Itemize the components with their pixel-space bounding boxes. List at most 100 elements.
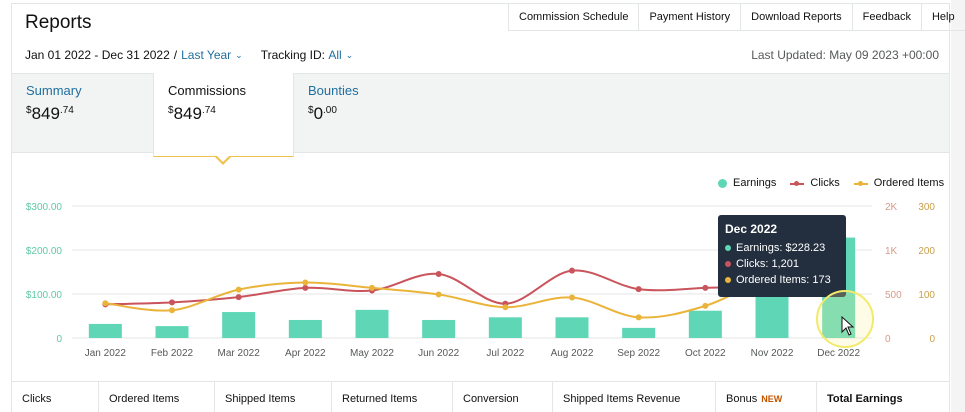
earnings-bar: [288, 319, 322, 338]
clicks-line: [105, 257, 840, 306]
right-inner-axis-tick-label: 300: [918, 202, 935, 213]
clicks-point: [169, 299, 175, 306]
scrollbar-gutter: [951, 0, 965, 412]
clicks-dot-icon: [725, 261, 731, 267]
right-inner-axis-tick-label: 100: [918, 290, 935, 301]
tooltip-title: Dec 2022: [725, 222, 778, 236]
tab-amount: $849.74: [26, 104, 74, 123]
clicks-point: [635, 286, 642, 293]
cursor-highlight: [816, 290, 874, 348]
earnings-bar: [222, 312, 256, 338]
left-axis-tick-label: $100.00: [26, 290, 63, 301]
x-axis-tick-label: Apr 2022: [285, 348, 326, 359]
download-reports-link[interactable]: Download Reports: [740, 4, 852, 31]
earnings-swatch-icon: [718, 178, 727, 188]
right-inner-axis-tick-label: 0: [929, 334, 935, 345]
tab-amount: $0.00: [308, 104, 337, 123]
earnings-dot-icon: [725, 245, 731, 251]
clicks-point: [569, 267, 575, 274]
tab-label: Summary: [26, 83, 82, 98]
chevron-down-icon[interactable]: ⌄: [345, 49, 354, 60]
new-badge: NEW: [761, 394, 783, 404]
col-ordered-items: Ordered Items: [99, 382, 215, 412]
mouse-pointer-icon: [841, 316, 855, 336]
left-axis-tick-label: $200.00: [26, 246, 63, 257]
active-tab-pointer-fill: [215, 154, 231, 162]
ordered-items-line: [105, 260, 839, 319]
x-axis-tick-label: Oct 2022: [685, 348, 726, 359]
col-returned-items: Returned Items: [332, 382, 453, 412]
tab-label: Commissions: [168, 83, 247, 98]
x-axis-tick-label: Jun 2022: [418, 348, 460, 359]
feedback-link[interactable]: Feedback: [851, 4, 921, 31]
commission-schedule-link[interactable]: Commission Schedule: [508, 4, 638, 31]
ordered-items-swatch-icon: [853, 179, 868, 188]
right-outer-axis-tick-label: 0: [885, 334, 891, 345]
ordered-items-point: [435, 291, 442, 298]
chevron-down-icon[interactable]: ⌄: [235, 49, 243, 60]
chart-tooltip: Dec 2022 Earnings: $228.23 Clicks: 1,201…: [718, 215, 846, 297]
page-title: Reports: [25, 12, 92, 33]
date-range: Jan 01 2022 - Dec 31 2022: [25, 48, 170, 62]
x-axis-tick-label: Dec 2022: [817, 348, 860, 359]
x-axis-tick-label: Nov 2022: [751, 348, 794, 359]
right-inner-axis-tick-label: 200: [918, 246, 935, 257]
help-link[interactable]: Help: [920, 4, 965, 31]
tab-label: Bounties: [308, 83, 359, 98]
col-bonus: Bonus NEW: [716, 382, 817, 412]
col-conversion: Conversion: [453, 382, 553, 412]
tooltip-row-ordered: Ordered Items: 173: [725, 274, 839, 286]
legend-earnings[interactable]: Earnings: [718, 177, 776, 189]
ordered-dot-icon: [725, 277, 731, 283]
col-shipped-revenue: Shipped Items Revenue: [553, 382, 716, 412]
earnings-bar: [555, 317, 589, 338]
left-axis-tick-label: $300.00: [26, 202, 63, 213]
date-separator: /: [173, 48, 178, 62]
x-axis-tick-label: Sep 2022: [617, 348, 660, 359]
col-shipped-items: Shipped Items: [215, 382, 332, 412]
earnings-bar: [88, 323, 122, 338]
earnings-bar: [155, 326, 189, 338]
tab-bounties[interactable]: Bounties $0.00: [294, 73, 434, 153]
x-axis-tick-label: Jan 2022: [85, 348, 127, 359]
ordered-items-point: [302, 279, 309, 286]
x-axis-tick-label: Jul 2022: [486, 348, 524, 359]
ordered-items-point: [369, 284, 375, 291]
period-dropdown[interactable]: Last Year: [181, 48, 232, 62]
tab-commissions[interactable]: Commissions $849.74: [153, 73, 294, 157]
earnings-bar: [488, 317, 522, 338]
earnings-bar: [422, 319, 456, 338]
clicks-point: [435, 270, 442, 277]
x-axis-tick-label: Feb 2022: [151, 348, 194, 359]
filter-bar: Jan 01 2022 - Dec 31 2022 / Last Year ⌄ …: [25, 48, 371, 62]
ordered-items-point: [102, 300, 109, 307]
col-total-earnings: Total Earnings: [827, 393, 903, 405]
tooltip-row-earnings: Earnings: $228.23: [725, 242, 839, 254]
ordered-items-point: [569, 294, 575, 301]
ordered-items-point: [502, 304, 509, 311]
ordered-items-point: [635, 314, 642, 321]
tracking-id-dropdown[interactable]: All: [328, 48, 342, 62]
earnings-bar: [355, 309, 389, 338]
tab-summary[interactable]: Summary $849.74: [12, 73, 152, 153]
tab-amount: $849.74: [168, 104, 216, 123]
ordered-items-point: [169, 307, 175, 314]
right-outer-axis-tick-label: 2K: [885, 202, 898, 213]
tracking-label: Tracking ID:: [260, 48, 325, 62]
clicks-point: [235, 294, 242, 301]
x-axis-tick-label: Aug 2022: [551, 348, 594, 359]
x-axis-tick-label: Mar 2022: [218, 348, 261, 359]
x-axis-tick-label: May 2022: [350, 348, 394, 359]
legend-ordered-items[interactable]: Ordered Items: [853, 177, 944, 189]
ordered-items-point: [235, 286, 242, 293]
last-updated: Last Updated: May 09 2023 +00:00: [751, 48, 939, 62]
earnings-bar: [688, 310, 722, 338]
col-clicks: Clicks: [12, 382, 99, 412]
left-axis-tick-label: 0: [56, 334, 62, 345]
payment-history-link[interactable]: Payment History: [638, 4, 740, 31]
clicks-point: [702, 284, 709, 291]
right-outer-axis-tick-label: 500: [885, 290, 902, 301]
clicks-swatch-icon: [790, 179, 805, 188]
legend-clicks[interactable]: Clicks: [790, 177, 840, 189]
right-outer-axis-tick-label: 1K: [885, 246, 898, 257]
